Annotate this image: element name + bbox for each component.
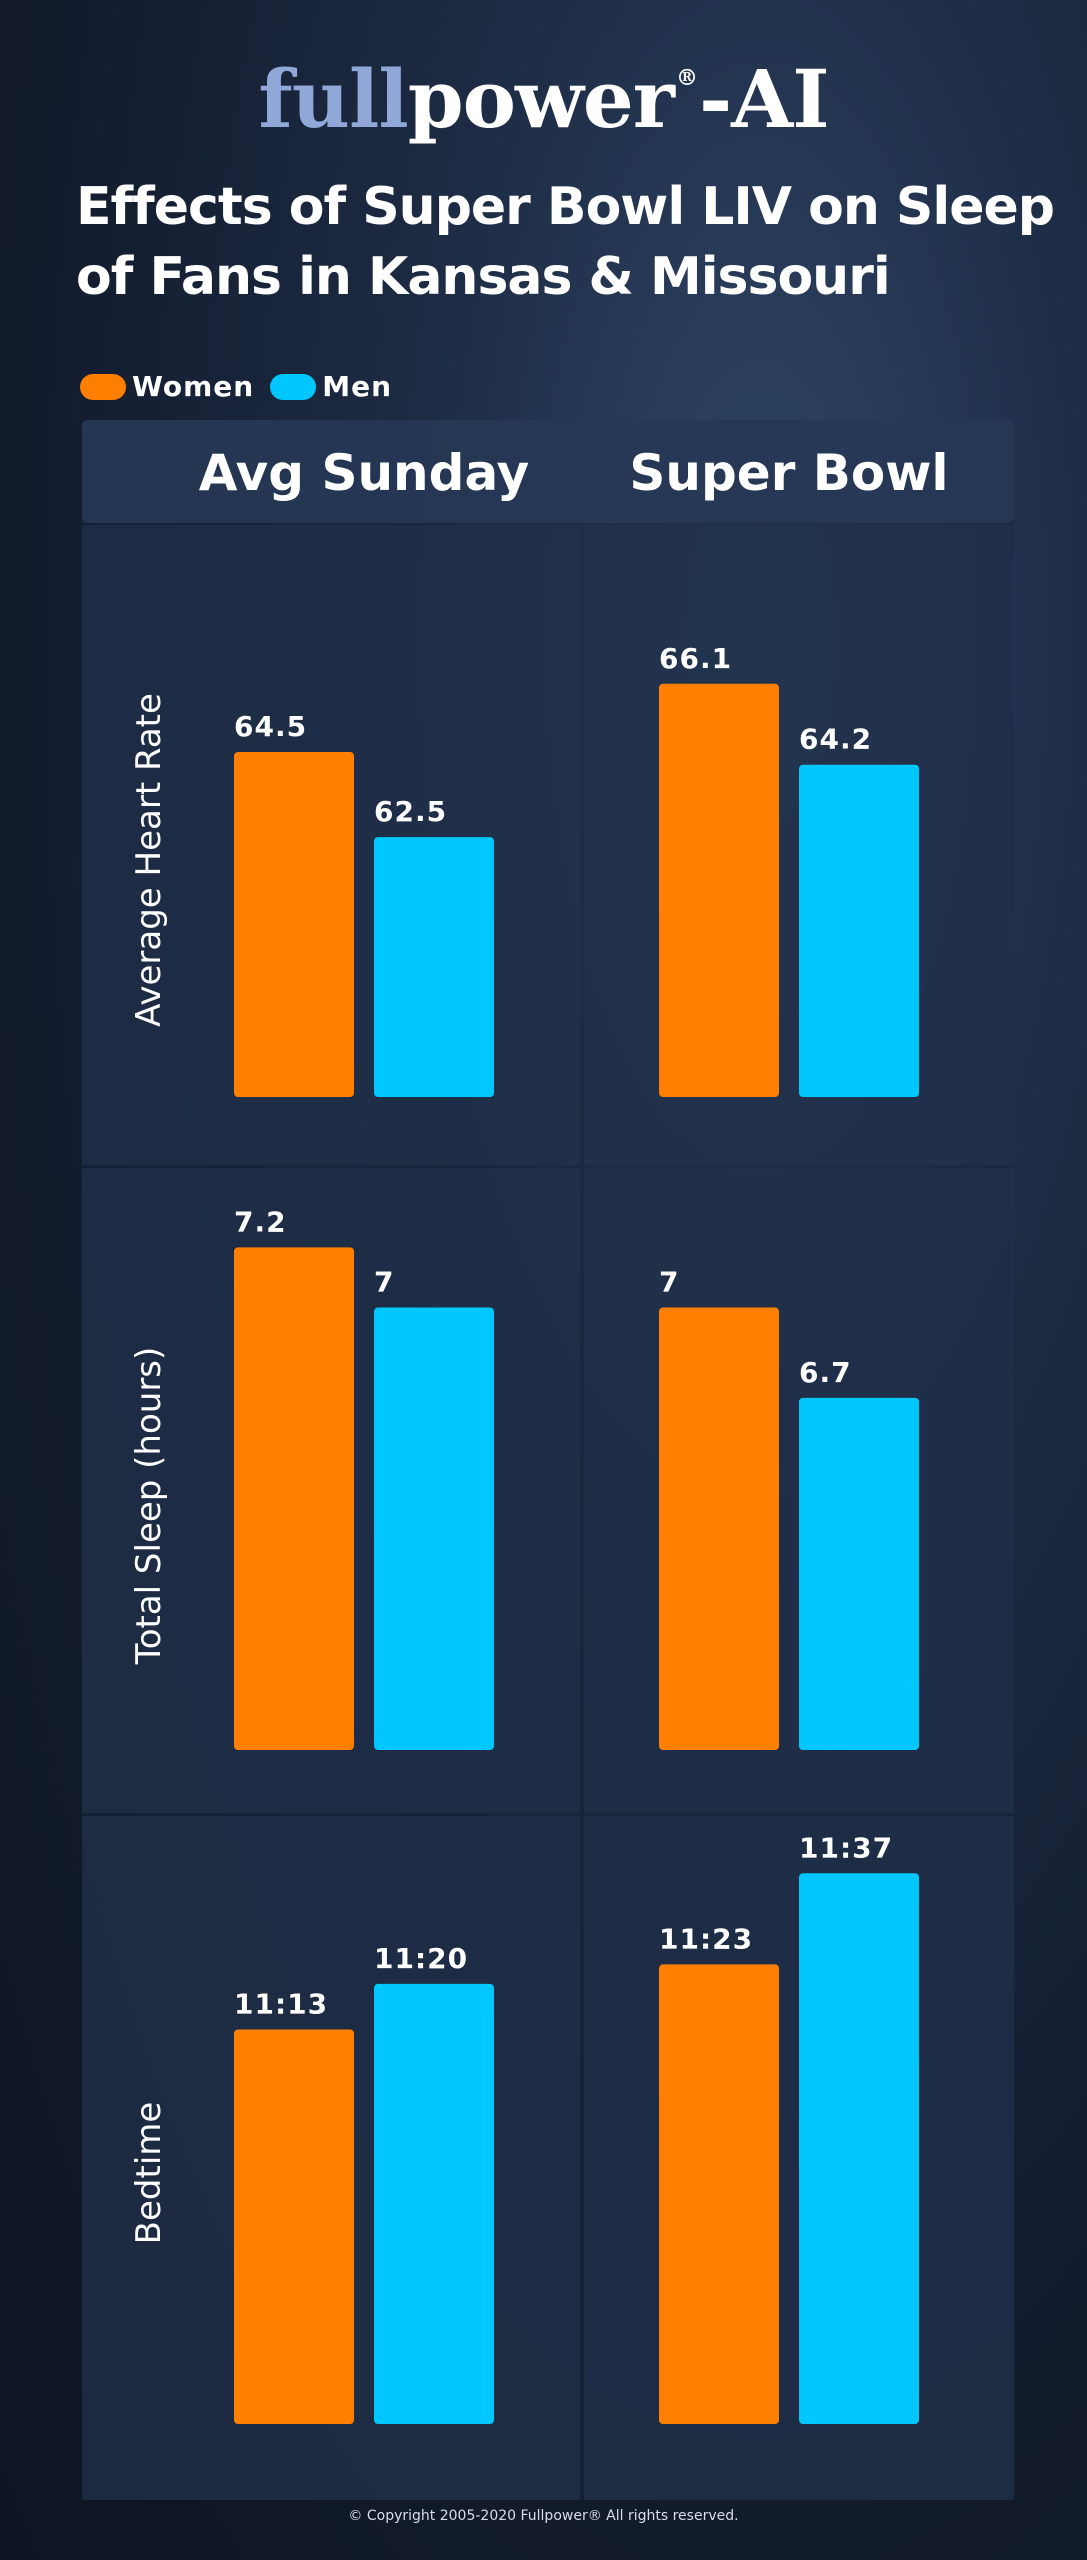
bar-total-sleep-hours-avg-sunday-women [234,1247,354,1750]
bar-average-heart-rate-super-bowl-men [799,764,919,1097]
data-label-average-heart-rate-avg-sunday-women: 64.5 [234,710,307,743]
legend-label-men: Men [322,370,393,403]
logo-power: power [407,52,675,146]
legend-item-women: Women [80,370,254,403]
header-band [82,420,1014,523]
data-label-total-sleep-hours-super-bowl-women: 7 [659,1266,679,1299]
chart-title-line-1: Effects of Super Bowl LIV on Sleep [76,177,1055,237]
data-label-total-sleep-hours-avg-sunday-women: 7.2 [234,1205,287,1238]
data-label-total-sleep-hours-avg-sunday-men: 7 [374,1266,394,1299]
data-label-average-heart-rate-super-bowl-men: 64.2 [799,723,872,756]
logo-registered-mark: ® [675,65,698,91]
legend: Women Men [80,370,392,403]
data-label-bedtime-avg-sunday-women: 11:13 [234,1987,328,2020]
data-label-bedtime-super-bowl-women: 11:23 [659,1922,753,1955]
legend-label-women: Women [132,370,255,403]
chart-title: Effects of Super Bowl LIV on Sleep of Fa… [76,172,1056,312]
bar-bedtime-avg-sunday-women [234,2029,354,2424]
fullpower-logo: fullpower®-AI [0,28,1087,149]
y-axis-label-bedtime: Bedtime [129,2102,169,2245]
data-label-average-heart-rate-super-bowl-women: 66.1 [659,642,732,675]
bar-bedtime-avg-sunday-men [374,1983,494,2424]
copyright-notice: © Copyright 2005-2020 Fullpower® All rig… [348,2508,739,2524]
column-header-avg-sunday: Avg Sunday [199,444,530,502]
y-axis-label-average-heart-rate: Average Heart Rate [129,693,169,1027]
logo-full: full [258,52,408,146]
logo-ai: -AI [698,52,830,146]
data-label-total-sleep-hours-super-bowl-men: 6.7 [799,1356,852,1389]
column-header-super-bowl: Super Bowl [629,444,948,502]
y-axis-label-total-sleep-hours: Total Sleep (hours) [129,1347,169,1666]
bar-average-heart-rate-avg-sunday-men [374,837,494,1097]
data-label-bedtime-super-bowl-men: 11:37 [799,1831,893,1864]
bar-average-heart-rate-avg-sunday-women [234,751,354,1097]
data-label-bedtime-avg-sunday-men: 11:20 [374,1942,468,1975]
bar-bedtime-super-bowl-women [659,1964,779,2424]
legend-item-men: Men [270,370,392,403]
chart-title-line-2: of Fans in Kansas & Missouri [76,247,891,307]
bar-bedtime-super-bowl-men [799,1873,919,2424]
data-label-average-heart-rate-avg-sunday-men: 62.5 [374,795,447,828]
legend-swatch-men [270,373,317,400]
bar-total-sleep-hours-avg-sunday-men [374,1307,494,1750]
bar-total-sleep-hours-super-bowl-men [799,1397,919,1750]
bar-average-heart-rate-super-bowl-women [659,683,779,1097]
legend-swatch-women [80,373,126,400]
bar-total-sleep-hours-super-bowl-women [659,1307,779,1750]
